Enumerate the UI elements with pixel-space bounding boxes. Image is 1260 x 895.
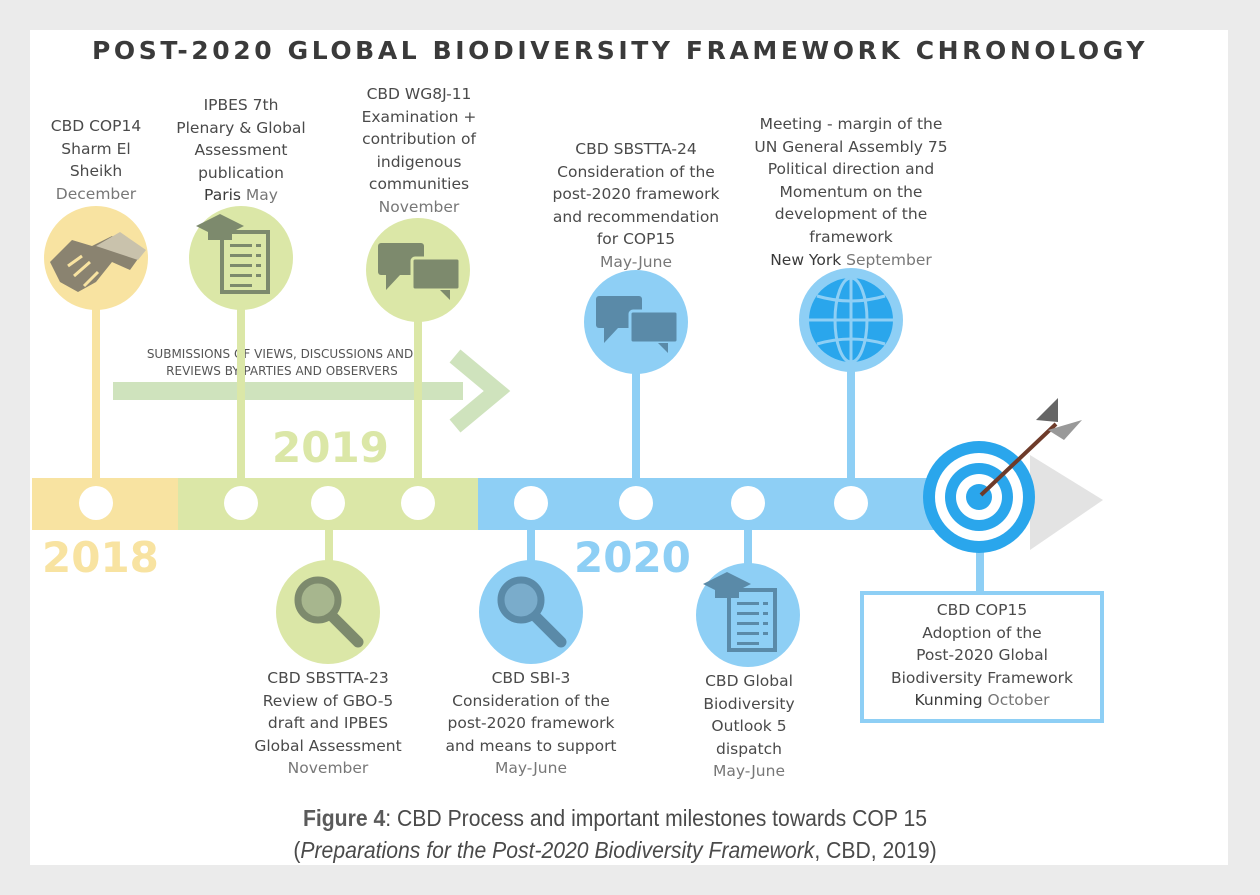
caption-line-1: Figure 4: CBD Process and important mile… [302,805,928,831]
magnifier-icon [479,560,583,664]
timeline-dot [731,486,765,520]
speech-bubbles-icon [366,218,470,322]
globe-icon [799,268,903,372]
timeline-dots [79,486,868,520]
milestone-sbstta23: CBD SBSTTA-23 Review of GBO-5 draft and … [254,669,402,778]
timeline-dot [79,486,113,520]
milestone-unga: Meeting - margin of the UN General Assem… [754,115,948,269]
report-graduation-icon [696,563,800,667]
arrow-text-line-2: REVIEWS BY PARTIES AND OBSERVERS [166,364,398,378]
magnifier-icon [276,560,380,664]
timeline-dot [619,486,653,520]
target-arrow-icon [923,398,1082,553]
milestone-wg8j: CBD WG8J-11 Examination + contribution o… [361,85,477,216]
timeline-dot [514,486,548,520]
milestone-cop15: CBD COP15 Adoption of the Post-2020 Glob… [890,601,1073,710]
milestone-cop14: CBD COP14 Sharm El Sheikh December [50,117,142,203]
year-2019-label: 2019 [272,423,389,472]
milestone-sbi3: CBD SBI-3 Consideration of the post-2020… [445,669,617,778]
arrow-text-line-1: SUBMISSIONS OF VIEWS, DISCUSSIONS AND [147,347,413,361]
caption-line-2: (Preparations for the Post-2020 Biodiver… [293,837,937,863]
diagram-title: POST-2020 GLOBAL BIODIVERSITY FRAMEWORK … [91,36,1149,65]
milestone-gbo5: CBD Global Biodiversity Outlook 5 dispat… [703,672,795,781]
speech-bubbles-icon [584,270,688,374]
submissions-arrow [113,349,511,433]
milestone-ipbes: IPBES 7th Plenary & Global Assessment pu… [176,96,306,205]
timeline-dot [224,486,258,520]
handshake-icon [44,206,148,310]
timeline-dot [834,486,868,520]
figure-caption: Figure 4: CBD Process and important mile… [49,802,1181,866]
report-graduation-icon [189,206,293,310]
stems [92,292,984,595]
year-2018-label: 2018 [42,533,159,582]
timeline-dot [311,486,345,520]
timeline-dot [401,486,435,520]
cop15-box [860,591,1104,723]
year-2020-label: 2020 [574,533,691,582]
milestone-sbstta24: CBD SBSTTA-24 Consideration of the post-… [552,140,720,271]
